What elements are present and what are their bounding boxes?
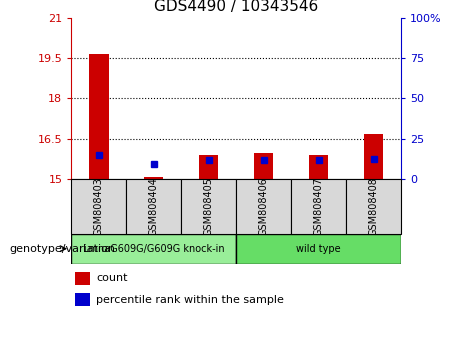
Bar	[126, 179, 181, 234]
Text: GSM808404: GSM808404	[149, 177, 159, 236]
Bar	[346, 179, 401, 234]
Title: GDS4490 / 10343546: GDS4490 / 10343546	[154, 0, 319, 14]
Bar	[71, 234, 236, 264]
Bar	[144, 177, 164, 179]
Bar	[309, 155, 328, 179]
Text: GSM808408: GSM808408	[369, 177, 378, 236]
Text: wild type: wild type	[296, 244, 341, 254]
Bar	[89, 54, 108, 179]
Bar	[181, 179, 236, 234]
Text: GSM808406: GSM808406	[259, 177, 269, 236]
Text: count: count	[96, 273, 128, 283]
Text: percentile rank within the sample: percentile rank within the sample	[96, 295, 284, 304]
Text: LmnaG609G/G609G knock-in: LmnaG609G/G609G knock-in	[83, 244, 225, 254]
Bar	[291, 179, 346, 234]
Text: GSM808407: GSM808407	[313, 177, 324, 236]
Text: GSM808403: GSM808403	[94, 177, 104, 236]
Bar	[236, 234, 401, 264]
Bar	[75, 272, 89, 285]
Bar	[254, 153, 273, 179]
Bar	[75, 293, 89, 306]
Text: genotype/variation: genotype/variation	[9, 244, 115, 254]
Bar	[236, 179, 291, 234]
Bar	[364, 135, 383, 179]
Bar	[199, 155, 219, 179]
Bar	[71, 179, 126, 234]
Text: GSM808405: GSM808405	[204, 177, 214, 236]
